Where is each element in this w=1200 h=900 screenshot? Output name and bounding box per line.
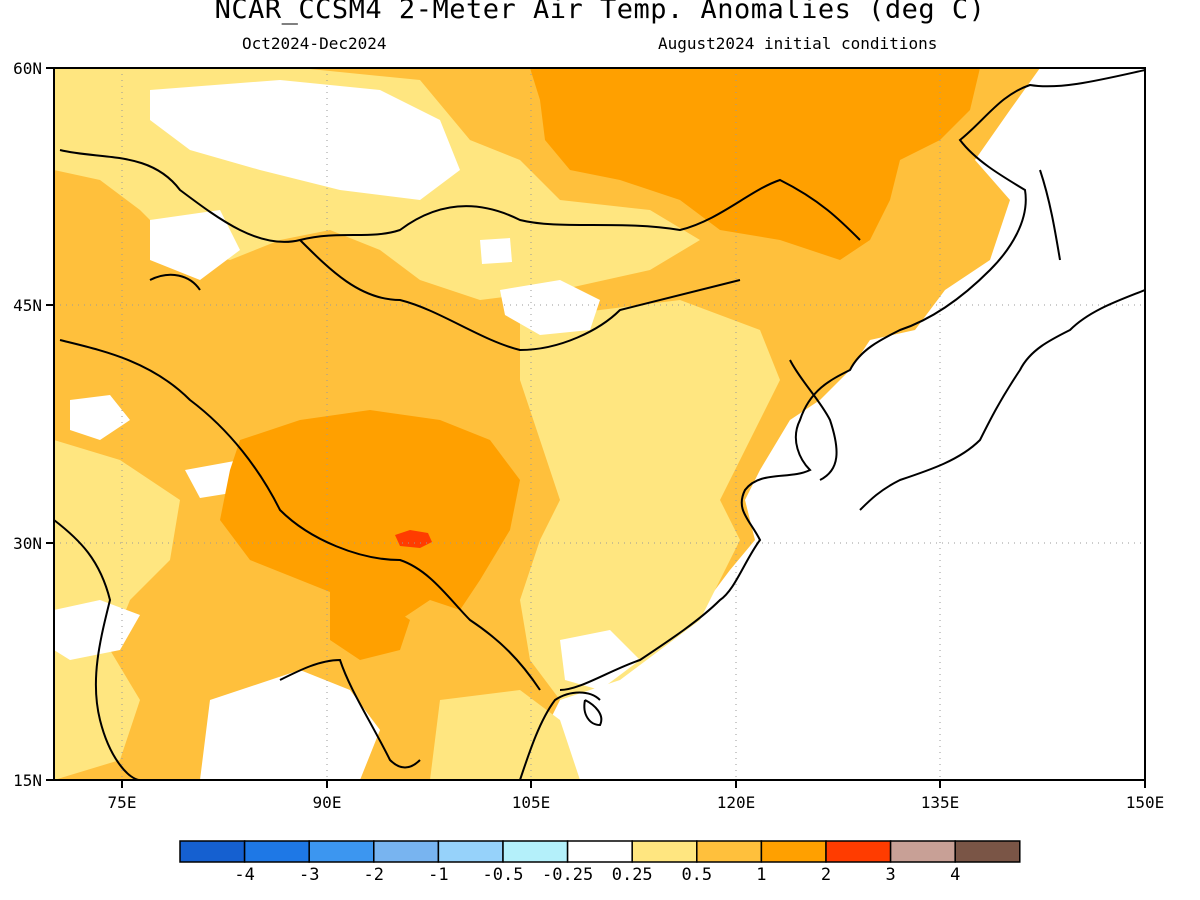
initial-conditions: August2024 initial conditions xyxy=(658,34,938,53)
colorbar-bin xyxy=(243,840,310,863)
neutral-patch-arabian xyxy=(54,600,140,660)
map-frame xyxy=(53,67,1146,781)
anomaly-band-indochina xyxy=(430,690,580,780)
colorbar-label: 4 xyxy=(950,865,960,885)
neutral-patch-kazakh xyxy=(150,80,460,200)
lat-label-45n: 45N xyxy=(13,296,42,315)
colorbar-bin xyxy=(760,840,827,863)
anomaly-band-east-china xyxy=(520,300,780,700)
anomaly-field xyxy=(54,68,1145,780)
neutral-patch-pakistan xyxy=(70,395,130,440)
colorbar-bin xyxy=(954,840,1021,863)
neutral-patch-gobi xyxy=(480,238,512,264)
colorbar-bin xyxy=(502,840,569,863)
colorbar-label: -3 xyxy=(299,865,319,885)
neutral-patch-southchina xyxy=(560,630,640,690)
neutral-patch-bengal xyxy=(200,670,380,780)
colorbar-label: 1 xyxy=(756,865,766,885)
colorbar-label: 0.25 xyxy=(612,865,653,885)
colorbar-bin xyxy=(373,840,440,863)
coastlines-borders xyxy=(53,69,1146,781)
lon-label-120e: 120E xyxy=(717,793,756,812)
colorbar: -4 -3 -2 -1 -0.5 -0.25 0.25 0.5 1 2 3 4 xyxy=(179,840,1021,885)
colorbar-label: -0.25 xyxy=(542,865,593,885)
lat-label-15n: 15N xyxy=(13,771,42,790)
lon-label-90e: 90E xyxy=(313,793,342,812)
colorbar-label: 3 xyxy=(885,865,895,885)
colorbar-label: 2 xyxy=(821,865,831,885)
lon-label-135e: 135E xyxy=(921,793,960,812)
colorbar-label: -0.5 xyxy=(483,865,524,885)
colorbar-bin xyxy=(631,840,698,863)
colorbar-bin xyxy=(696,840,763,863)
colorbar-label: -1 xyxy=(428,865,448,885)
anomaly-hot-tibet xyxy=(220,410,520,620)
anomaly-peak-spot xyxy=(395,530,432,548)
colorbar-bin xyxy=(889,840,956,863)
neutral-patch-aral xyxy=(150,210,240,280)
colorbar-label: -2 xyxy=(364,865,384,885)
anomaly-hot-yunnan xyxy=(330,590,410,660)
colorbar-label: -4 xyxy=(234,865,254,885)
colorbar-bin xyxy=(308,840,375,863)
colorbar-label: 0.5 xyxy=(681,865,712,885)
neutral-patch-mongolia xyxy=(500,280,600,335)
lon-label-105e: 105E xyxy=(512,793,551,812)
lat-label-60n: 60N xyxy=(13,59,42,78)
colorbar-bin xyxy=(566,840,633,863)
axis-ticks xyxy=(46,67,1146,788)
ocean-neutral-region xyxy=(520,68,1145,780)
forecast-period: Oct2024-Dec2024 xyxy=(242,34,387,53)
lon-label-75e: 75E xyxy=(108,793,137,812)
map-title: NCAR_CCSM4 2-Meter Air Temp. Anomalies (… xyxy=(214,0,986,25)
colorbar-bin xyxy=(825,840,892,863)
lon-label-150e: 150E xyxy=(1126,793,1165,812)
lat-label-30n: 30N xyxy=(13,534,42,553)
colorbar-bin xyxy=(437,840,504,863)
colorbar-bin xyxy=(179,840,246,863)
anomaly-hot-siberia xyxy=(530,68,980,260)
